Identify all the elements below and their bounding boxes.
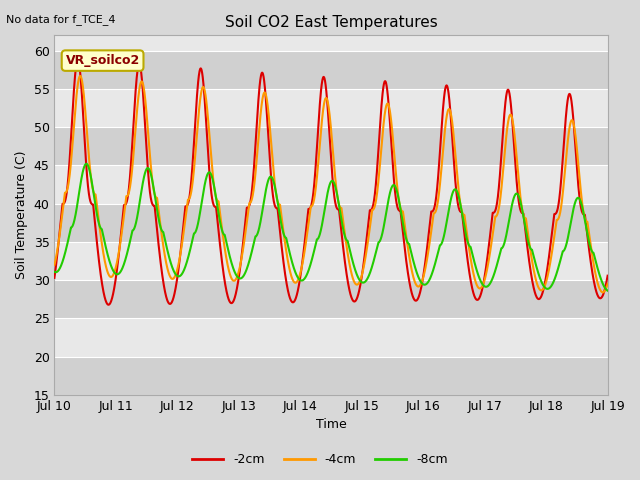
Bar [54,204,607,242]
Text: No data for f_TCE_4: No data for f_TCE_4 [6,14,116,25]
Text: VR_soilco2: VR_soilco2 [65,54,140,67]
Bar [54,242,607,280]
Bar [54,50,607,89]
Bar [54,127,607,166]
Bar [54,357,607,395]
Bar [54,166,607,204]
Bar [54,280,607,318]
Y-axis label: Soil Temperature (C): Soil Temperature (C) [15,151,28,279]
Title: Soil CO2 East Temperatures: Soil CO2 East Temperatures [225,15,437,30]
Bar [54,89,607,127]
Bar [54,318,607,357]
Legend: -2cm, -4cm, -8cm: -2cm, -4cm, -8cm [187,448,453,471]
X-axis label: Time: Time [316,419,346,432]
